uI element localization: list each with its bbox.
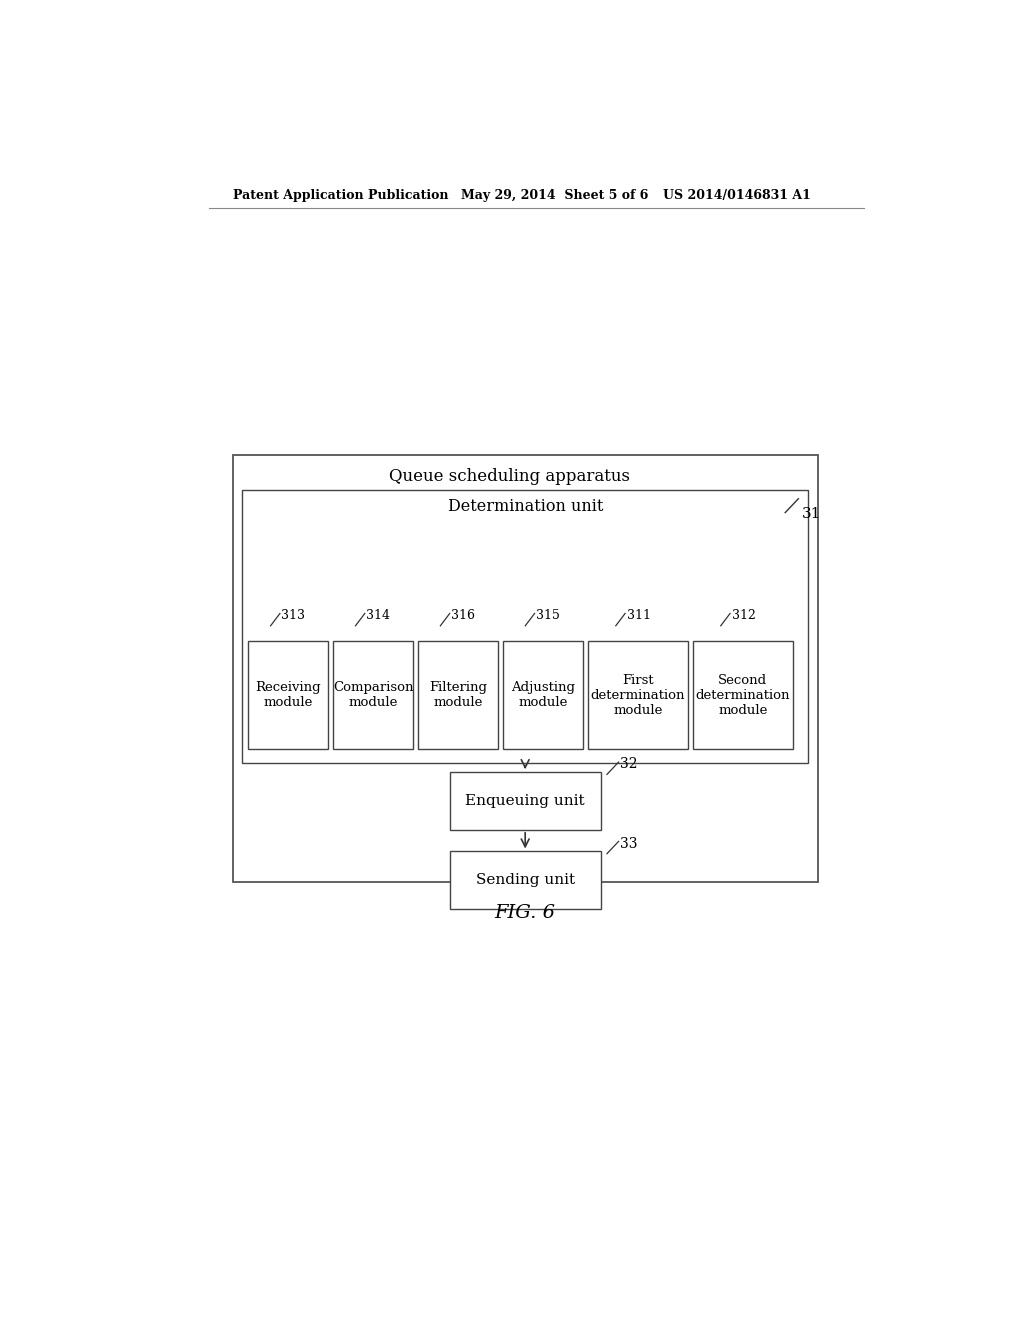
Text: Enqueuing unit: Enqueuing unit: [465, 793, 585, 808]
Text: 31: 31: [802, 507, 821, 521]
Text: 311: 311: [627, 610, 650, 622]
Bar: [692, 642, 793, 748]
Text: Sending unit: Sending unit: [475, 874, 574, 887]
Text: 315: 315: [537, 610, 560, 622]
Text: Receiving
module: Receiving module: [255, 681, 322, 709]
Text: US 2014/0146831 A1: US 2014/0146831 A1: [663, 189, 811, 202]
Bar: [588, 642, 688, 748]
Bar: [418, 642, 498, 748]
Text: 313: 313: [282, 610, 305, 622]
Bar: [232, 455, 818, 882]
Text: May 29, 2014  Sheet 5 of 6: May 29, 2014 Sheet 5 of 6: [461, 189, 648, 202]
Text: Adjusting
module: Adjusting module: [511, 681, 574, 709]
Text: First
determination
module: First determination module: [591, 673, 685, 717]
Text: 32: 32: [621, 758, 638, 771]
Text: Determination unit: Determination unit: [447, 498, 603, 515]
Text: Patent Application Publication: Patent Application Publication: [232, 189, 449, 202]
Bar: [242, 490, 809, 763]
Bar: [248, 642, 329, 748]
Text: 312: 312: [731, 610, 756, 622]
Text: Second
determination
module: Second determination module: [695, 673, 791, 717]
Text: Comparison
module: Comparison module: [333, 681, 414, 709]
Bar: [450, 772, 601, 830]
Text: Filtering
module: Filtering module: [429, 681, 487, 709]
Bar: [450, 851, 601, 909]
Text: 316: 316: [452, 610, 475, 622]
Text: 33: 33: [621, 837, 638, 850]
Bar: [503, 642, 583, 748]
Text: 314: 314: [367, 610, 390, 622]
Text: FIG. 6: FIG. 6: [495, 904, 555, 921]
Text: Queue scheduling apparatus: Queue scheduling apparatus: [389, 467, 630, 484]
Bar: [333, 642, 414, 748]
